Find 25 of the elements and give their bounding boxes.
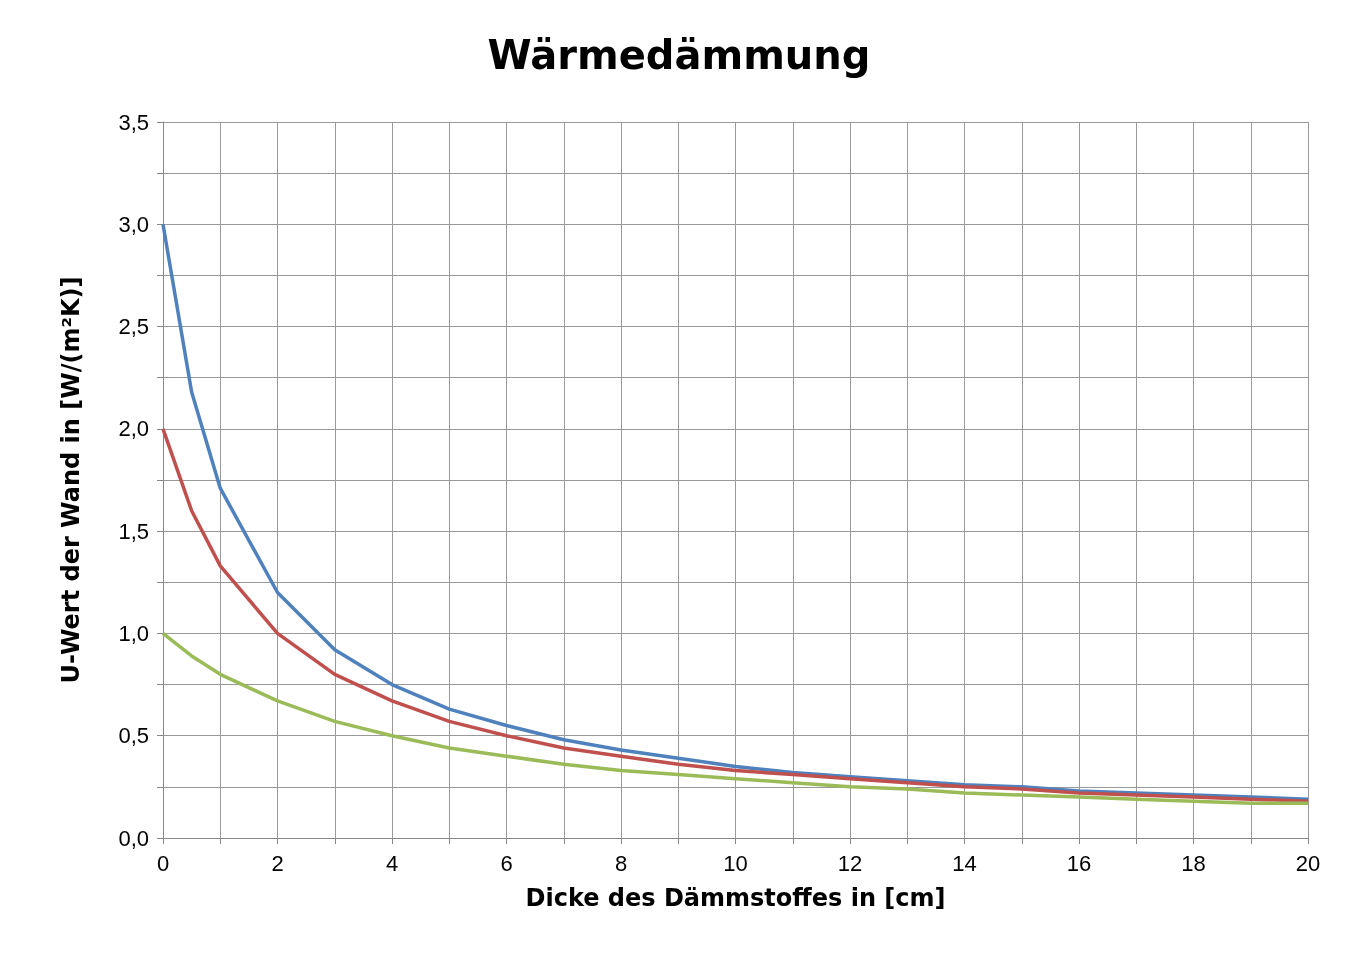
chart-title: Wärmedämmung [487,32,871,78]
line-series [161,427,1310,803]
x-tick-label: 6 [500,850,513,876]
x-tick-label: 10 [723,850,748,876]
y-tick-label: 1,0 [118,620,149,646]
y-tick-label: 3,0 [118,211,149,237]
x-tick-label: 14 [952,850,977,876]
x-tick-label: 18 [1181,850,1206,876]
y-tick-label: 0,0 [118,825,149,851]
x-tick-label: 20 [1295,850,1321,876]
x-tick-label: 0 [156,850,170,876]
y-axis-title: U-Wert der Wand in [W/(m²K)] [57,276,85,684]
x-tick-label: 16 [1066,850,1092,876]
x-tick-label: 4 [385,850,399,876]
y-tick-label: 2,5 [118,314,149,340]
y-tick-label: 0,5 [118,723,149,749]
y-tick-label: 2,0 [118,416,149,442]
x-axis-title: Dicke des Dämmstoffes in [cm] [525,884,946,912]
x-tick-label: 2 [271,850,284,876]
y-tick-label: 1,5 [118,518,149,544]
x-tick-label: 12 [837,850,863,876]
line-series [161,631,1310,805]
x-tick-label: 8 [614,850,628,876]
line-series [161,222,1310,801]
y-tick-label: 3,5 [118,109,149,135]
